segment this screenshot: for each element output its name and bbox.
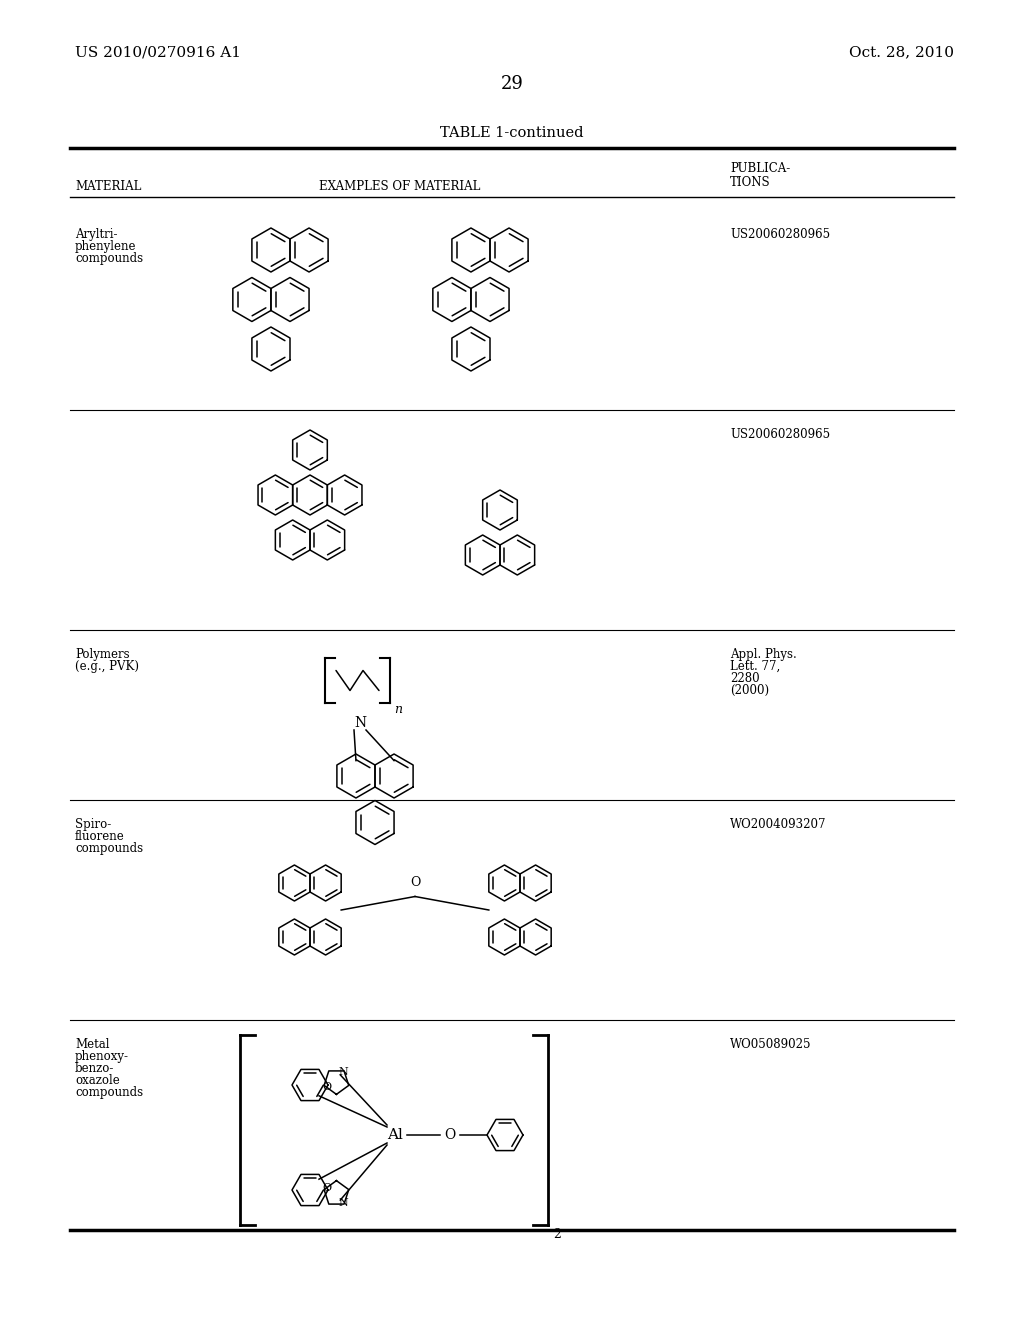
Text: N: N — [338, 1068, 348, 1077]
Text: PUBLICA-: PUBLICA- — [730, 161, 791, 174]
Text: compounds: compounds — [75, 1086, 143, 1100]
Text: 2: 2 — [553, 1228, 561, 1241]
Text: O: O — [323, 1184, 332, 1193]
Text: US20060280965: US20060280965 — [730, 228, 830, 242]
Text: O: O — [323, 1081, 332, 1092]
Text: N: N — [338, 1197, 348, 1208]
Text: N: N — [354, 715, 366, 730]
Text: WO2004093207: WO2004093207 — [730, 818, 826, 832]
Text: Metal: Metal — [75, 1038, 110, 1051]
Text: TABLE 1-continued: TABLE 1-continued — [440, 125, 584, 140]
Text: (e.g., PVK): (e.g., PVK) — [75, 660, 139, 673]
Text: benzo-: benzo- — [75, 1063, 115, 1074]
Text: EXAMPLES OF MATERIAL: EXAMPLES OF MATERIAL — [319, 180, 480, 193]
Text: Al: Al — [387, 1129, 402, 1142]
Text: phenoxy-: phenoxy- — [75, 1049, 129, 1063]
Text: MATERIAL: MATERIAL — [75, 180, 141, 193]
Text: oxazole: oxazole — [75, 1074, 120, 1086]
Text: Lett. 77,: Lett. 77, — [730, 660, 780, 673]
Text: phenylene: phenylene — [75, 240, 136, 253]
Text: 2280: 2280 — [730, 672, 760, 685]
Text: fluorene: fluorene — [75, 830, 125, 843]
Text: US20060280965: US20060280965 — [730, 428, 830, 441]
Text: n: n — [394, 704, 402, 715]
Text: (2000): (2000) — [730, 684, 769, 697]
Text: 29: 29 — [501, 75, 523, 92]
Text: compounds: compounds — [75, 842, 143, 855]
Text: O: O — [410, 875, 420, 888]
Text: WO05089025: WO05089025 — [730, 1038, 811, 1051]
Text: Aryltri-: Aryltri- — [75, 228, 118, 242]
Text: Spiro-: Spiro- — [75, 818, 112, 832]
Text: US 2010/0270916 A1: US 2010/0270916 A1 — [75, 45, 241, 59]
Text: O: O — [444, 1129, 456, 1142]
Text: TIONS: TIONS — [730, 176, 771, 189]
Text: Polymers: Polymers — [75, 648, 130, 661]
Text: compounds: compounds — [75, 252, 143, 265]
Text: Appl. Phys.: Appl. Phys. — [730, 648, 797, 661]
Text: Oct. 28, 2010: Oct. 28, 2010 — [849, 45, 954, 59]
